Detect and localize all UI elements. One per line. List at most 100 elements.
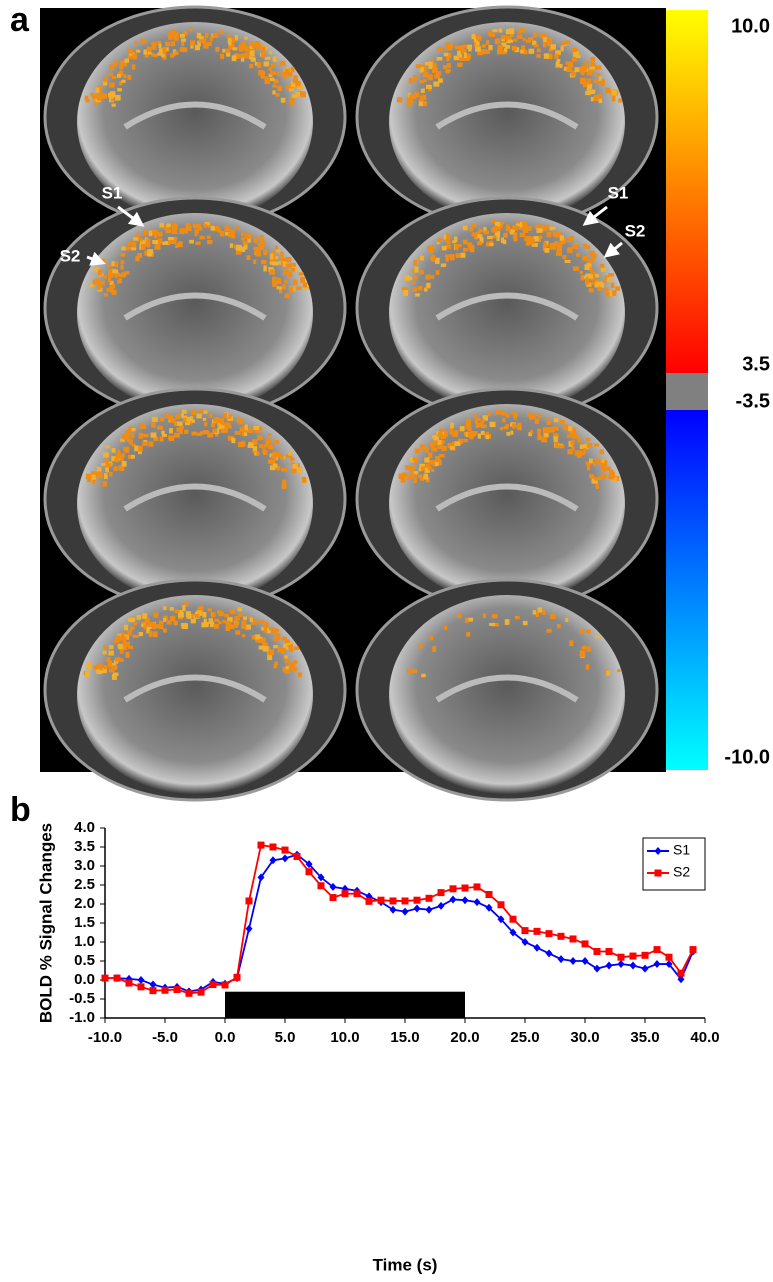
activation: [127, 48, 133, 54]
activation: [535, 611, 539, 618]
activation: [241, 440, 245, 445]
marker: [593, 964, 601, 973]
activation: [123, 271, 130, 275]
activation: [590, 63, 596, 68]
activation: [132, 634, 139, 638]
activation: [93, 666, 98, 670]
activation: [181, 409, 187, 414]
activation: [507, 39, 514, 43]
marker: [281, 846, 289, 854]
activation: [486, 241, 490, 247]
activation: [293, 667, 297, 672]
activation: [170, 418, 176, 423]
activation: [423, 79, 427, 83]
activation: [432, 646, 437, 652]
activation: [595, 279, 599, 284]
marker: [137, 976, 145, 984]
colorbar-positive: [666, 10, 708, 373]
activation: [279, 289, 283, 294]
activation: [419, 463, 426, 469]
activation: [130, 618, 136, 622]
activation: [229, 243, 234, 248]
activation: [534, 44, 539, 48]
activation: [409, 457, 415, 463]
activation: [446, 55, 450, 62]
activation: [146, 252, 153, 257]
activation: [418, 101, 423, 107]
activation: [555, 61, 560, 67]
activation: [505, 226, 511, 232]
activation: [261, 626, 266, 631]
activation: [87, 662, 92, 668]
activation: [584, 245, 591, 249]
activation: [297, 85, 304, 90]
activation: [239, 427, 245, 432]
activation: [88, 284, 94, 288]
activation: [482, 415, 488, 421]
activation: [471, 33, 476, 40]
activation: [207, 223, 211, 228]
activation: [242, 426, 246, 431]
activation: [267, 459, 273, 464]
activation: [446, 63, 451, 69]
activation: [522, 37, 526, 42]
activation: [588, 474, 595, 479]
activation: [196, 610, 202, 616]
activation: [92, 94, 98, 100]
colorbar-tick-label: 3.5: [742, 353, 770, 375]
activation: [240, 237, 246, 241]
activation: [176, 427, 181, 432]
activation: [202, 429, 208, 435]
activation: [209, 36, 213, 41]
activation: [609, 290, 614, 297]
marker: [653, 960, 661, 969]
activation: [113, 466, 118, 471]
activation: [120, 632, 125, 636]
activation: [102, 76, 109, 82]
activation: [518, 226, 523, 230]
marker: [605, 948, 613, 955]
activation: [429, 635, 434, 641]
activation: [120, 260, 125, 264]
activation: [122, 639, 126, 646]
activation: [270, 70, 276, 76]
activation: [102, 81, 108, 86]
activation: [290, 97, 295, 103]
annotation: S1: [608, 183, 629, 202]
activation: [163, 615, 168, 620]
activation: [96, 663, 103, 668]
activation: [234, 615, 240, 621]
activation: [414, 276, 418, 280]
activation: [173, 239, 177, 244]
activation: [111, 674, 117, 680]
activation: [251, 620, 255, 625]
activation: [84, 671, 90, 678]
activation: [290, 81, 296, 88]
ventricle: [123, 483, 267, 512]
activation: [482, 613, 487, 619]
activation: [284, 660, 290, 664]
activation: [268, 67, 273, 71]
activation: [229, 609, 236, 615]
activation: [421, 673, 426, 678]
activation: [107, 92, 113, 98]
activation: [458, 45, 465, 51]
activation: [281, 484, 287, 490]
activation: [445, 257, 449, 262]
activation: [579, 444, 586, 450]
activation: [571, 70, 577, 77]
activation: [552, 231, 558, 237]
activation: [168, 239, 174, 245]
activation: [407, 668, 412, 674]
activation: [111, 261, 115, 267]
marker: [617, 960, 625, 969]
activation: [103, 275, 107, 279]
activation: [459, 426, 465, 432]
activation: [284, 655, 288, 659]
activation: [419, 270, 424, 275]
activation: [133, 237, 139, 241]
activation: [151, 52, 155, 57]
activation: [272, 261, 279, 266]
activation: [140, 423, 147, 430]
